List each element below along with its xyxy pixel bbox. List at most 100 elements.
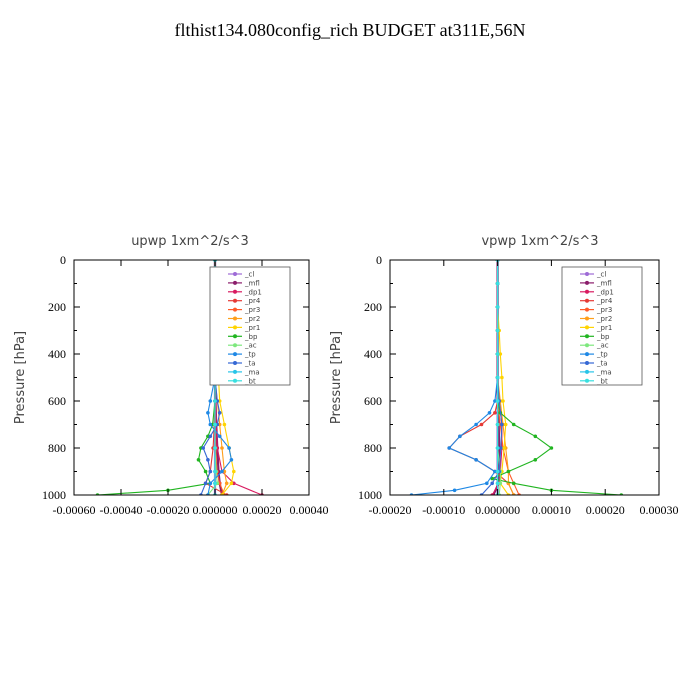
y-tick-label: 400 [48, 347, 66, 361]
series-point-ta [208, 434, 213, 439]
series-point-bp [533, 434, 538, 439]
series-point-bt [213, 399, 217, 403]
series-point-bp [196, 458, 201, 462]
series-point-ta [217, 411, 222, 415]
series-point-bt [495, 446, 500, 450]
legend-label-pr2: _pr2 [596, 315, 612, 323]
series-line-tp [411, 260, 499, 495]
panel-title: upwp 1xm^2/s^3 [131, 234, 249, 249]
legend-marker-dp1 [233, 289, 237, 294]
legend-label-pr2: _pr2 [244, 315, 260, 323]
series-point-ta [490, 481, 495, 486]
legend-label-ac: _ac [244, 342, 257, 350]
series-point-bt [213, 469, 217, 474]
series-point-bp [549, 446, 554, 450]
legend-label-pr1: _pr1 [244, 324, 260, 332]
series-point-tp [458, 434, 462, 439]
y-tick-label: 200 [364, 300, 382, 314]
series-group [409, 260, 624, 495]
series-line-pr4 [448, 260, 515, 495]
series-point-pr1 [232, 469, 236, 474]
series-point-bt [495, 399, 500, 403]
legend-marker-pr2 [585, 316, 589, 321]
legend-label-bt: _bt [596, 377, 608, 385]
series-point-bt [213, 481, 217, 486]
series-point-bp [203, 469, 208, 474]
legend-label-dp1: _dp1 [596, 288, 614, 296]
series-point-tp [493, 399, 497, 403]
series-point-bt [213, 446, 217, 450]
series-point-ta [201, 446, 205, 450]
x-tick-label: -0.00060 [53, 503, 96, 517]
legend-marker-tp [585, 352, 589, 357]
series-point-tp [208, 422, 213, 427]
panel-1: upwp 1xm^2/s^3 Pressure [hPa] 0 200 400 600 80… [13, 234, 329, 517]
y-tick-label: 1000 [42, 488, 66, 502]
series-point-bp [511, 422, 516, 427]
legend-box [209, 266, 291, 386]
series-point-tp [206, 411, 210, 415]
y-tick-label: 0 [60, 253, 66, 267]
x-tick-label: 0.00020 [586, 503, 625, 517]
legend-label-bt: _bt [244, 377, 256, 385]
y-axis-title: Pressure [hPa] [329, 331, 344, 424]
y-tick-label: 400 [364, 347, 382, 361]
series-point-pr4 [493, 411, 497, 415]
series-point-ta [499, 446, 503, 450]
panel-2: vpwp 1xm^2/s^3 Pressure [hPa] 0 200 400 600 80… [329, 234, 679, 517]
legend-marker-pr1 [585, 325, 589, 330]
legend-marker-mfl [233, 280, 237, 285]
legend-marker-ma [233, 369, 237, 374]
legend: _cl_mfl_dp1_pr4_pr3_pr2_pr1_bp_ac_tp_ta_… [209, 266, 291, 386]
legend-label-pr3: _pr3 [596, 306, 612, 314]
legend-marker-ta [233, 361, 237, 365]
legend: _cl_mfl_dp1_pr4_pr3_pr2_pr1_bp_ac_tp_ta_… [561, 266, 643, 386]
legend-marker-pr4 [233, 298, 237, 303]
series-point-tp [220, 469, 224, 474]
y-tick-label: 800 [48, 441, 66, 455]
x-tick-label: 0.00030 [640, 503, 679, 517]
x-tick-label: -0.00010 [422, 503, 465, 517]
series-point-bt [495, 375, 500, 380]
x-tick-label: -0.00020 [369, 503, 412, 517]
series-point-bp [506, 469, 511, 474]
series-point-tp [474, 458, 478, 462]
series-point-tp [208, 399, 213, 403]
series-point-tp [447, 446, 452, 450]
legend-marker-bt [585, 378, 589, 383]
series-point-pr1 [500, 375, 504, 380]
legend-label-pr4: _pr4 [244, 297, 261, 305]
x-tick-label: -0.00040 [100, 503, 143, 517]
series-point-pr4 [479, 422, 484, 427]
series-point-bt [213, 422, 217, 427]
series-point-bt [495, 305, 500, 309]
legend-label-tp: _tp [596, 351, 608, 359]
legend-marker-dp1 [585, 289, 589, 294]
y-tick-label: 1000 [358, 488, 382, 502]
x-tick-label: 0.000000 [475, 503, 520, 517]
legend-marker-bp [585, 334, 589, 339]
series-point-bt [495, 422, 500, 427]
series-point-tp [485, 481, 489, 486]
legend-marker-tp [233, 352, 237, 357]
y-axis-title: Pressure [hPa] [13, 331, 28, 424]
legend-label-cl: _cl [596, 271, 606, 279]
legend-label-mfl: _mfl [244, 279, 260, 287]
series-point-bt [495, 352, 500, 356]
legend-label-mfl: _mfl [596, 279, 612, 287]
legend-label-ta: _ta [596, 360, 608, 368]
series-point-bt [495, 469, 500, 474]
legend-marker-mfl [585, 280, 589, 285]
series-point-pr1 [502, 446, 506, 450]
legend-marker-pr3 [585, 307, 589, 312]
series-point-tp [227, 446, 231, 450]
legend-label-dp1: _dp1 [244, 288, 262, 296]
series-point-tp [487, 411, 492, 415]
series-point-tp [452, 488, 457, 493]
series-point-bt [495, 481, 500, 486]
legend-label-pr1: _pr1 [596, 324, 612, 332]
legend-marker-ta [585, 361, 589, 365]
main-title: flthist134.080config_rich BUDGET at311E,… [174, 20, 526, 40]
series-point-bp [511, 481, 516, 486]
